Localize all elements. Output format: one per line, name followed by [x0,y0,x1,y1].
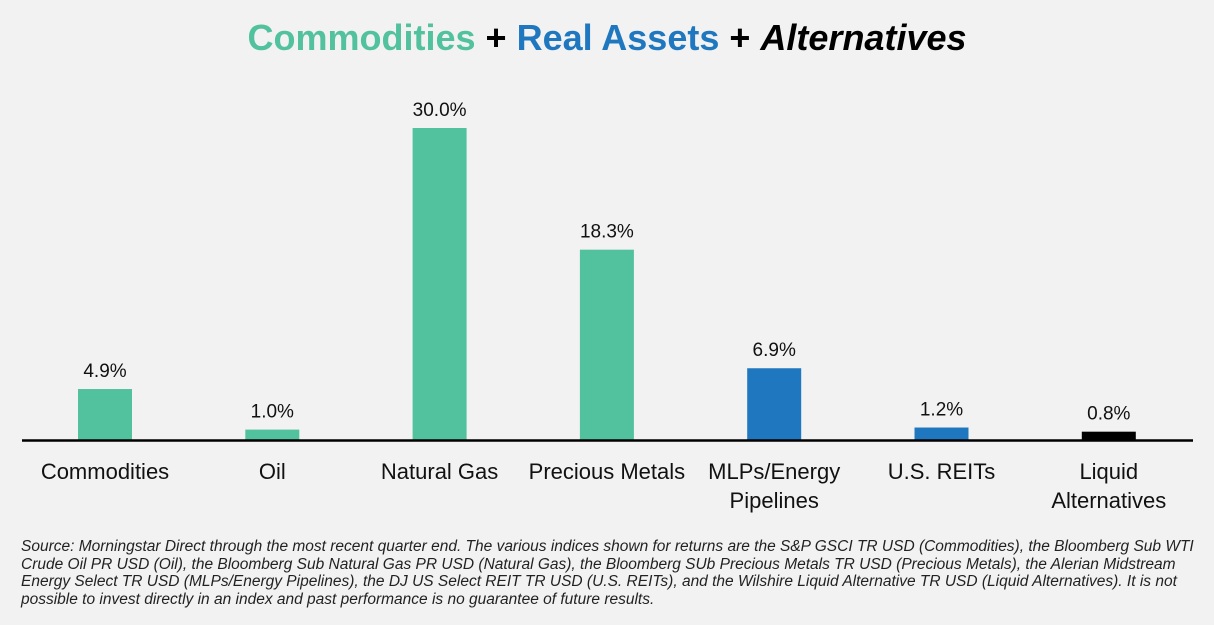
tick-label-liquid-alternatives: Liquid [1079,459,1138,484]
data-label-mlps-energy-pipelines: 6.9% [753,340,796,361]
data-label-u-s-reits: 1.2% [920,400,963,421]
tick-label-mlps-energy-pipelines-line2: Pipelines [730,488,819,513]
bar-mlps-energy-pipelines [747,368,802,440]
bar-natural-gas [412,128,467,440]
bar-u-s-reits [914,427,969,440]
title-plus-1: + [485,17,507,58]
tick-label-oil: Oil [259,459,286,484]
data-label-precious-metals: 18.3% [580,222,634,243]
chart-title: Commodities + Real Assets + Alternatives [0,16,1214,60]
tick-label-liquid-alternatives-line2: Alternatives [1051,488,1166,513]
data-label-commodities: 4.9% [83,361,126,382]
data-label-liquid-alternatives: 0.8% [1087,404,1130,425]
source-note: Source: Morningstar Direct through the m… [21,538,1194,608]
tick-label-u-s-reits: U.S. REITs [888,459,996,484]
tick-label-commodities: Commodities [41,459,169,484]
bar-chart: 4.9% Commodities 1.0% Oil 30.0% Natural Gas 18… [22,100,1193,513]
tick-label-mlps-energy-pipelines: MLPs/Energy [708,459,840,484]
title-real-assets: Real Assets [516,17,720,58]
bar-oil [245,429,300,440]
title-commodities: Commodities [247,17,476,58]
bar-liquid-alternatives [1081,431,1136,440]
data-label-natural-gas: 30.0% [413,100,467,121]
tick-label-natural-gas: Natural Gas [381,459,498,484]
bar-precious-metals [579,249,634,440]
bar-commodities [78,389,132,440]
title-alternatives: Alternatives [760,17,967,58]
title-plus-2: + [729,17,751,58]
data-label-oil: 1.0% [251,402,294,423]
tick-label-precious-metals: Precious Metals [529,459,686,484]
